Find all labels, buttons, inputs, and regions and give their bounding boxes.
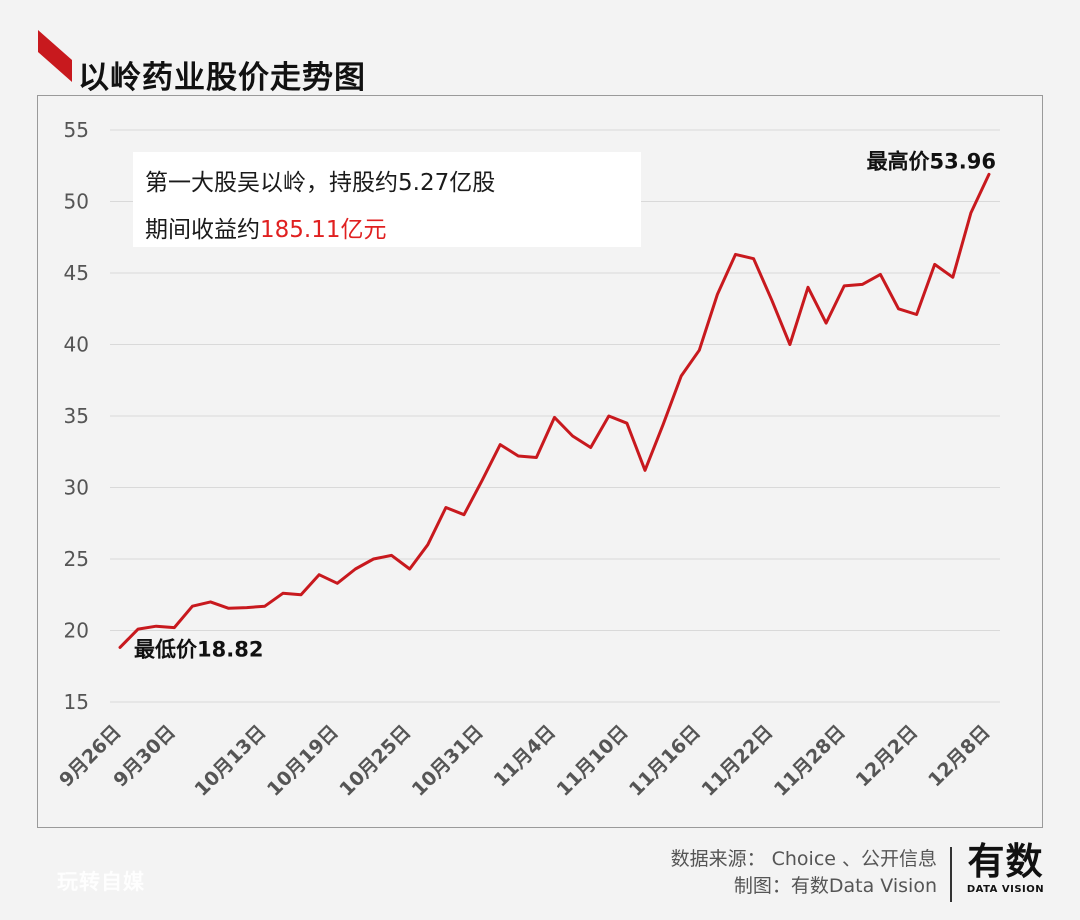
annotation-gain-prefix: 期间收益约 bbox=[145, 217, 260, 243]
y-tick-label: 35 bbox=[64, 404, 89, 428]
y-tick-label: 45 bbox=[64, 261, 89, 285]
y-tick-label: 55 bbox=[64, 118, 89, 142]
brand-name-cn: 有数 bbox=[967, 840, 1044, 883]
y-tick-label: 20 bbox=[64, 619, 89, 643]
source-note: 数据来源： Choice 、公开信息 制图：有数Data Vision bbox=[671, 846, 937, 900]
y-tick-label: 30 bbox=[64, 476, 89, 500]
y-tick-label: 50 bbox=[64, 190, 89, 214]
x-tick-label: 10月31日 bbox=[408, 721, 488, 801]
x-tick-label: 11月22日 bbox=[697, 721, 777, 801]
data-source: 数据来源： Choice 、公开信息 bbox=[670, 848, 937, 870]
brand-name-en: DATA VISION bbox=[966, 884, 1045, 895]
annotation-holding-text: 第一大股吴以岭，持股约5.27亿股 bbox=[145, 170, 496, 196]
x-tick-label: 12月2日 bbox=[852, 721, 922, 791]
page-title: 以岭药业股价走势图 bbox=[78, 60, 366, 96]
max-price-label: 最高价53.96 bbox=[867, 149, 996, 173]
y-tick-label: 25 bbox=[64, 547, 89, 571]
x-tick-label: 11月28日 bbox=[770, 721, 850, 801]
brand-logo: 有数 DATA VISION bbox=[963, 840, 1048, 895]
min-price-label: 最低价18.82 bbox=[134, 637, 263, 661]
annotation-gain-text: 期间收益约185.11亿元 bbox=[145, 210, 386, 244]
y-tick-label: 15 bbox=[64, 690, 89, 714]
y-tick-label: 40 bbox=[64, 333, 89, 357]
brand-divider bbox=[950, 847, 952, 902]
x-tick-label: 11月16日 bbox=[625, 721, 705, 801]
title-flag-icon bbox=[38, 30, 72, 82]
x-tick-label: 11月10日 bbox=[553, 721, 633, 801]
x-tick-label: 10月13日 bbox=[191, 721, 271, 801]
watermark: 玩转自媒 bbox=[57, 870, 145, 894]
chart-credit: 制图：有数Data Vision bbox=[733, 875, 937, 897]
x-tick-label: 10月25日 bbox=[335, 721, 415, 801]
x-tick-label: 12月8日 bbox=[924, 721, 994, 791]
price-series-line bbox=[118, 172, 991, 649]
x-tick-label: 10月19日 bbox=[263, 721, 343, 801]
x-tick-label: 11月4日 bbox=[490, 721, 560, 791]
annotation-box: 第一大股吴以岭，持股约5.27亿股 期间收益约185.11亿元 bbox=[133, 152, 641, 247]
annotation-gain-value: 185.11亿元 bbox=[260, 217, 387, 243]
